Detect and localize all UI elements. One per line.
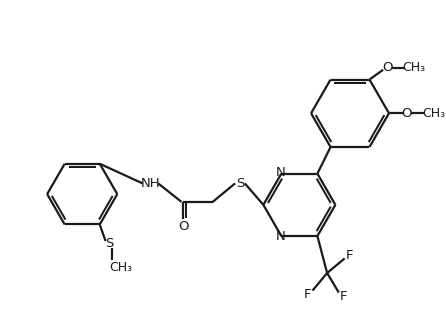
Text: N: N — [276, 166, 285, 179]
Text: CH₃: CH₃ — [403, 62, 426, 74]
Text: CH₃: CH₃ — [110, 261, 133, 274]
Text: O: O — [401, 107, 412, 120]
Text: CH₃: CH₃ — [422, 107, 445, 120]
Text: S: S — [236, 177, 244, 190]
Text: F: F — [304, 288, 311, 301]
Text: F: F — [340, 290, 347, 303]
Text: O: O — [178, 220, 189, 233]
Text: O: O — [382, 62, 392, 74]
Text: S: S — [105, 237, 114, 251]
Text: N: N — [276, 231, 285, 243]
Text: NH: NH — [140, 177, 160, 190]
Text: F: F — [346, 249, 353, 262]
